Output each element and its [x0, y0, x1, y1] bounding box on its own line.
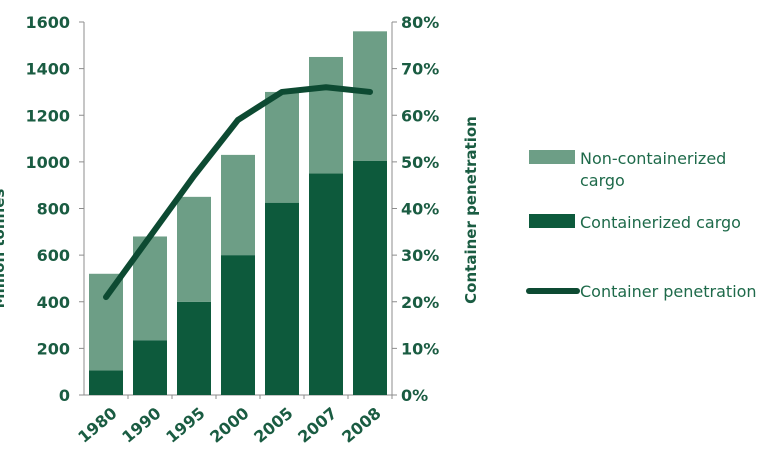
line-container-penetration [103, 84, 373, 301]
legend-swatch-non-containerized-cargo [529, 150, 575, 164]
x-tick-label: 1990 [118, 404, 164, 447]
bar-non-containerized-cargo-1980 [89, 273, 123, 371]
x-tick-label: 2007 [294, 404, 340, 447]
left-axis-title: Million tonnes [0, 189, 8, 309]
left-tick-label: 1400 [25, 60, 70, 79]
bar-containerized-cargo-1990 [133, 340, 167, 395]
x-tick-label: 2005 [250, 404, 296, 447]
left-tick-label: 200 [37, 339, 70, 358]
right-tick-label: 20% [401, 293, 439, 312]
left-tick-label: 1200 [25, 106, 70, 125]
right-axis-ticks: 0% 10% 20% 30% 40% 50% 60% 70% 80% [392, 13, 439, 405]
legend-label-non-containerized-cargo: Non-containerized [580, 149, 726, 168]
right-tick-label: 50% [401, 153, 439, 172]
x-tick-label: 1980 [74, 404, 120, 447]
left-tick-label: 1600 [25, 13, 70, 32]
legend-label-non-containerized-cargo: cargo [580, 171, 625, 190]
x-tick-label: 2000 [206, 404, 252, 447]
bar-non-containerized-cargo-2000 [221, 154, 255, 256]
bar-containerized-cargo-2007 [309, 173, 343, 395]
right-tick-label: 60% [401, 106, 439, 125]
left-tick-label: 1000 [25, 153, 70, 172]
legend-label-container-penetration: Container penetration [580, 282, 757, 301]
left-tick-label: 600 [37, 246, 70, 265]
right-tick-label: 80% [401, 13, 439, 32]
bar-non-containerized-cargo-2007 [309, 56, 343, 174]
bar-non-containerized-cargo-2008 [353, 31, 387, 161]
left-tick-label: 400 [37, 293, 70, 312]
right-tick-label: 40% [401, 200, 439, 219]
right-tick-label: 30% [401, 246, 439, 265]
bar-non-containerized-cargo-2005 [265, 91, 299, 203]
right-axis-title: Container penetration [462, 116, 480, 304]
legend-swatch-containerized-cargo [529, 214, 575, 228]
x-tick-label: 1995 [162, 404, 208, 447]
x-tick-label: 2008 [338, 404, 384, 447]
legend-label-containerized-cargo: Containerized cargo [580, 213, 741, 232]
bar-non-containerized-cargo-1995 [177, 196, 211, 302]
bar-containerized-cargo-2005 [265, 202, 299, 395]
right-tick-label: 0% [401, 386, 428, 405]
left-tick-label: 800 [37, 200, 70, 219]
legend: Non-containerized cargo Containerized carg… [526, 149, 757, 301]
bar-containerized-cargo-2008 [353, 160, 387, 395]
bars [89, 31, 387, 395]
left-axis-ticks: 0 200 400 600 800 1000 1200 1400 1600 [25, 13, 84, 405]
bar-containerized-cargo-1980 [89, 370, 123, 395]
bar-containerized-cargo-1995 [177, 301, 211, 395]
left-tick-label: 0 [59, 386, 70, 405]
line-layer [103, 84, 373, 301]
right-tick-label: 70% [401, 60, 439, 79]
bar-containerized-cargo-2000 [221, 255, 255, 395]
right-tick-label: 10% [401, 339, 439, 358]
